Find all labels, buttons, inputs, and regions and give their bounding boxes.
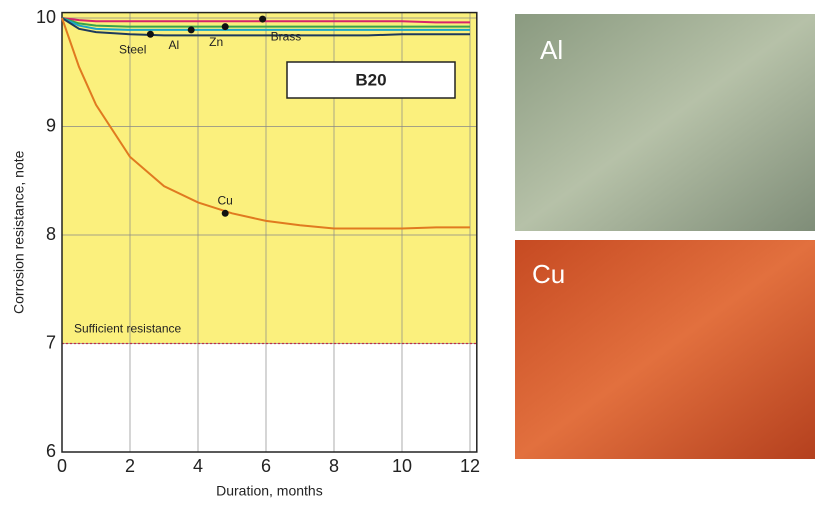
series-line [61, 17, 470, 230]
marker [221, 23, 229, 31]
x-tick-label: 12 [460, 456, 480, 476]
y-tick-label: 7 [46, 332, 56, 352]
photo-cu [515, 240, 815, 459]
plot: Sufficient resistance 0 2 4 6 8 10 12 6 7 8 9 10 Dura… [11, 7, 480, 499]
marker-label: Zn [209, 35, 223, 49]
y-tick-label: 6 [46, 441, 56, 461]
marker-label: Steel [119, 42, 146, 56]
x-tick-label: 8 [329, 456, 339, 476]
x-tick-label: 0 [57, 456, 67, 476]
marker-label: Al [169, 38, 180, 52]
marker-label: Cu [218, 193, 233, 207]
marker [146, 30, 154, 38]
x-tick-label: 10 [392, 456, 412, 476]
x-tick-label: 4 [193, 456, 203, 476]
threshold-label: Sufficient resistance [74, 322, 181, 336]
x-tick-label: 6 [261, 456, 271, 476]
y-tick-label: 10 [36, 7, 56, 27]
marker-label: Brass [271, 29, 302, 43]
series-line [61, 17, 470, 37]
photo-label: Al [540, 35, 563, 65]
marker [221, 209, 229, 217]
axis-frame [61, 11, 478, 453]
photo-label: Cu [532, 259, 565, 289]
box-label: B20 [355, 70, 386, 89]
y-tick-label: 8 [46, 224, 56, 244]
y-tick-label: 9 [46, 115, 56, 135]
x-tick-label: 2 [125, 456, 135, 476]
y-axis-label: Corrosion resistance, note [11, 150, 27, 314]
series-line [61, 17, 470, 31]
photo-al [515, 14, 815, 231]
box [286, 61, 456, 99]
x-axis-label: Duration, months [216, 483, 323, 499]
marker [259, 15, 267, 23]
series-line [61, 17, 470, 24]
series-line [61, 17, 470, 28]
marker [187, 26, 195, 34]
